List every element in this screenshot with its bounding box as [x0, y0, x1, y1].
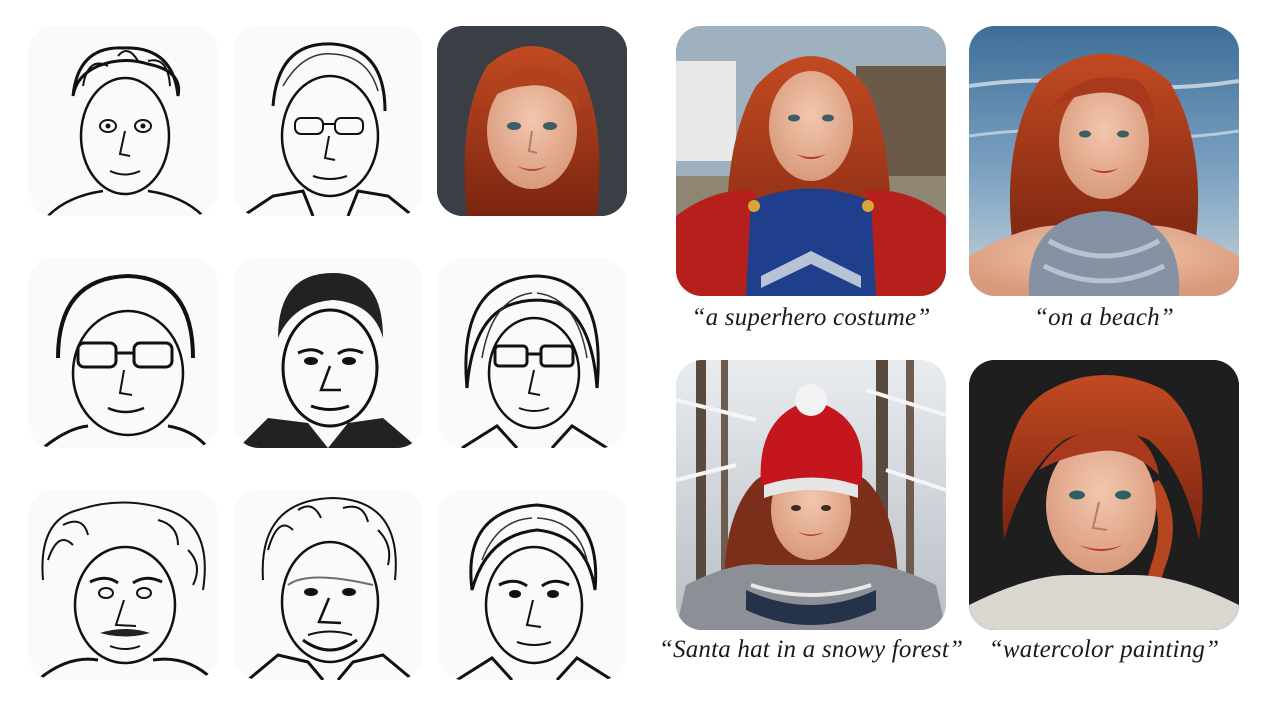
sketch-portrait-7	[28, 490, 218, 680]
sketch-portrait-4	[28, 258, 218, 448]
sketch-portrait-8	[233, 490, 423, 680]
reference-photo-redhead	[437, 26, 627, 216]
caption-superhero-costume: “a superhero costume”	[691, 304, 931, 331]
generated-watercolor-painting	[969, 360, 1239, 630]
sketch-portrait-5	[233, 258, 423, 448]
sketch-portrait-2	[233, 26, 423, 216]
sketch-portrait-1	[28, 26, 218, 216]
sketch-portrait-6	[437, 258, 627, 448]
caption-santa-hat-snowy-forest: “Santa hat in a snowy forest”	[658, 636, 964, 663]
generated-santa-hat-snowy-forest	[676, 360, 946, 630]
sketch-portrait-9	[437, 490, 627, 680]
generated-superhero-costume	[676, 26, 946, 296]
generated-on-a-beach	[969, 26, 1239, 296]
caption-watercolor-painting: “watercolor painting”	[988, 636, 1220, 663]
caption-on-a-beach: “on a beach”	[1034, 304, 1174, 331]
